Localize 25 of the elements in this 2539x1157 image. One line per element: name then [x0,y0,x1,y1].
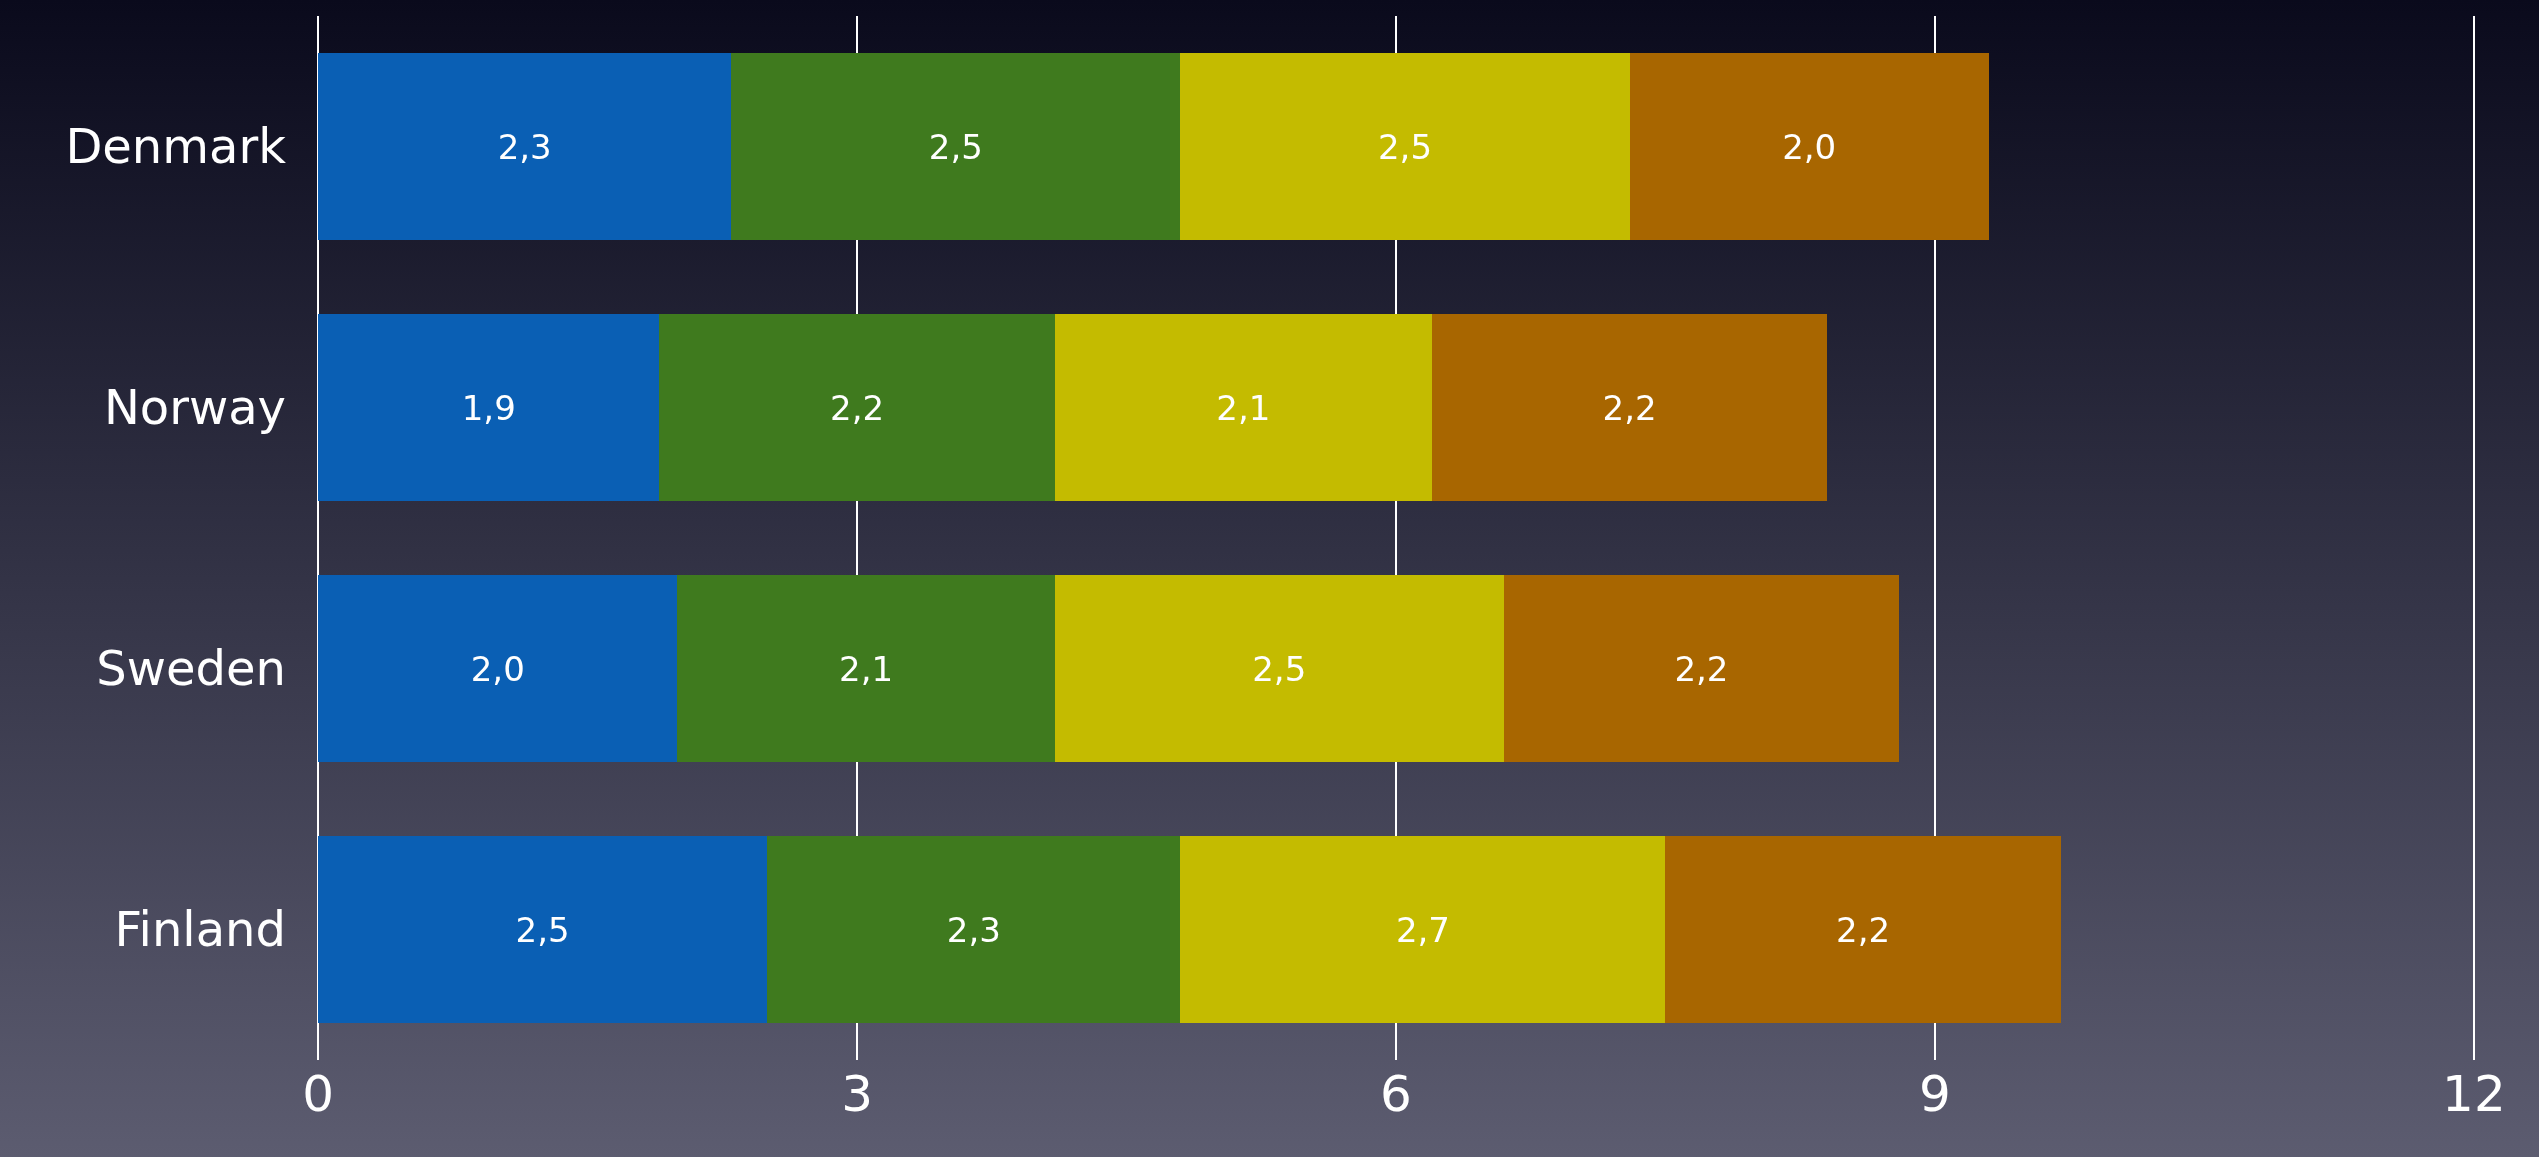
x-tick-label: 9 [1919,1065,1951,1123]
y-tick-label: Denmark [65,118,287,175]
data-label: 2,0 [470,648,525,689]
data-label: 2,1 [838,648,894,689]
data-label: 2,2 [830,387,885,428]
data-label: 2,0 [1782,126,1837,167]
data-label: 2,2 [1602,387,1657,428]
data-label: 2,5 [1377,126,1433,167]
data-label: 2,5 [928,126,983,167]
data-label: 2,5 [515,909,570,950]
x-tick-label: 6 [1380,1065,1412,1123]
x-tick-label: 0 [302,1065,334,1123]
y-tick-label: Finland [114,901,286,958]
data-label: 1,9 [461,387,516,428]
data-label: 2,5 [1252,648,1307,689]
y-tick-label: Sweden [96,640,286,697]
data-label: 2,2 [1674,648,1729,689]
data-label: 2,7 [1395,909,1450,950]
data-label: 2,1 [1216,387,1271,428]
x-tick-label: 3 [841,1065,873,1123]
data-label: 2,2 [1836,909,1891,950]
x-tick-label: 12 [2442,1065,2506,1123]
data-label: 2,3 [946,909,1001,950]
data-label: 2,3 [497,126,552,167]
y-tick-label: Norway [103,379,286,436]
